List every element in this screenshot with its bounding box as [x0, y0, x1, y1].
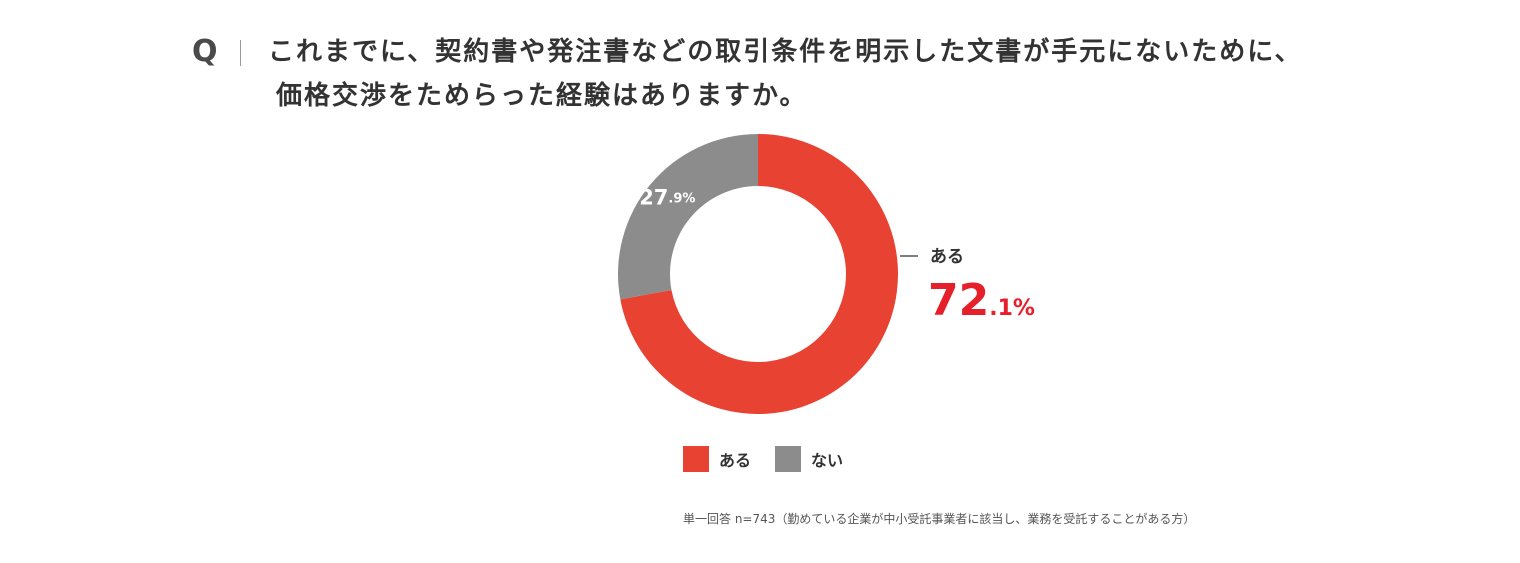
legend-swatch-aru: [683, 446, 709, 472]
callout-label: ある: [930, 247, 964, 267]
legend-swatch-nai: [775, 446, 802, 472]
donut-slice-1: [618, 134, 758, 300]
legend-label-aru: ある: [719, 451, 752, 470]
question-text: これまでに、契約書や発注書などの取引条件を明示した文書が手元にないために、 価格…: [268, 30, 1368, 118]
question-line-1: これまでに、契約書や発注書などの取引条件を明示した文書が手元にないために、: [268, 37, 1303, 67]
question-divider: [240, 40, 241, 66]
legend-item-aru: ある: [683, 446, 751, 472]
callout-value-int: 72: [928, 275, 989, 326]
question-line-2: 価格交渉をためらった経験はありますか。: [276, 81, 808, 111]
donut-slice-0: [620, 134, 898, 414]
footnote: 単一回答 n=743（勤めている企業が中小受託事業者に該当し、業務を受託すること…: [683, 512, 1196, 526]
callout-value-dec: .1%: [989, 296, 1035, 321]
legend-label-nai: ない: [811, 451, 844, 470]
chart-legend: ある ない: [683, 446, 867, 472]
callout-value: 72.1%: [928, 275, 1035, 326]
slice-value-label-1: 27.9%: [639, 185, 695, 209]
legend-item-nai: ない: [775, 446, 843, 472]
donut-labels: 27.9%: [639, 185, 695, 209]
donut-slices: [618, 134, 898, 414]
question-marker: Q: [192, 34, 218, 69]
callout-group: ある 72.1%: [900, 247, 1035, 326]
